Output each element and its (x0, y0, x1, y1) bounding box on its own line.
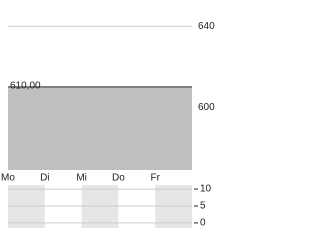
y-tick-label: 5 (200, 201, 206, 212)
x-tick-label: Fr (150, 173, 160, 184)
day-band (81, 185, 119, 228)
day-band (8, 185, 45, 228)
y-tick-label: 640 (198, 21, 215, 32)
x-tick-label: Mo (1, 173, 15, 184)
x-tick-label: Mi (76, 173, 87, 184)
chart: 600 640 610,00 Mo Di Mi Do Fr 0 5 10 (1, 20, 216, 229)
value-label: 610,00 (10, 81, 41, 92)
y-tick-label: 10 (200, 184, 212, 195)
y-tick-label: 0 (200, 218, 206, 229)
area (8, 87, 192, 170)
x-tick-label: Do (112, 173, 125, 184)
x-tick-label: Di (40, 173, 49, 184)
day-band (155, 185, 192, 228)
y-tick-label: 600 (198, 102, 215, 113)
